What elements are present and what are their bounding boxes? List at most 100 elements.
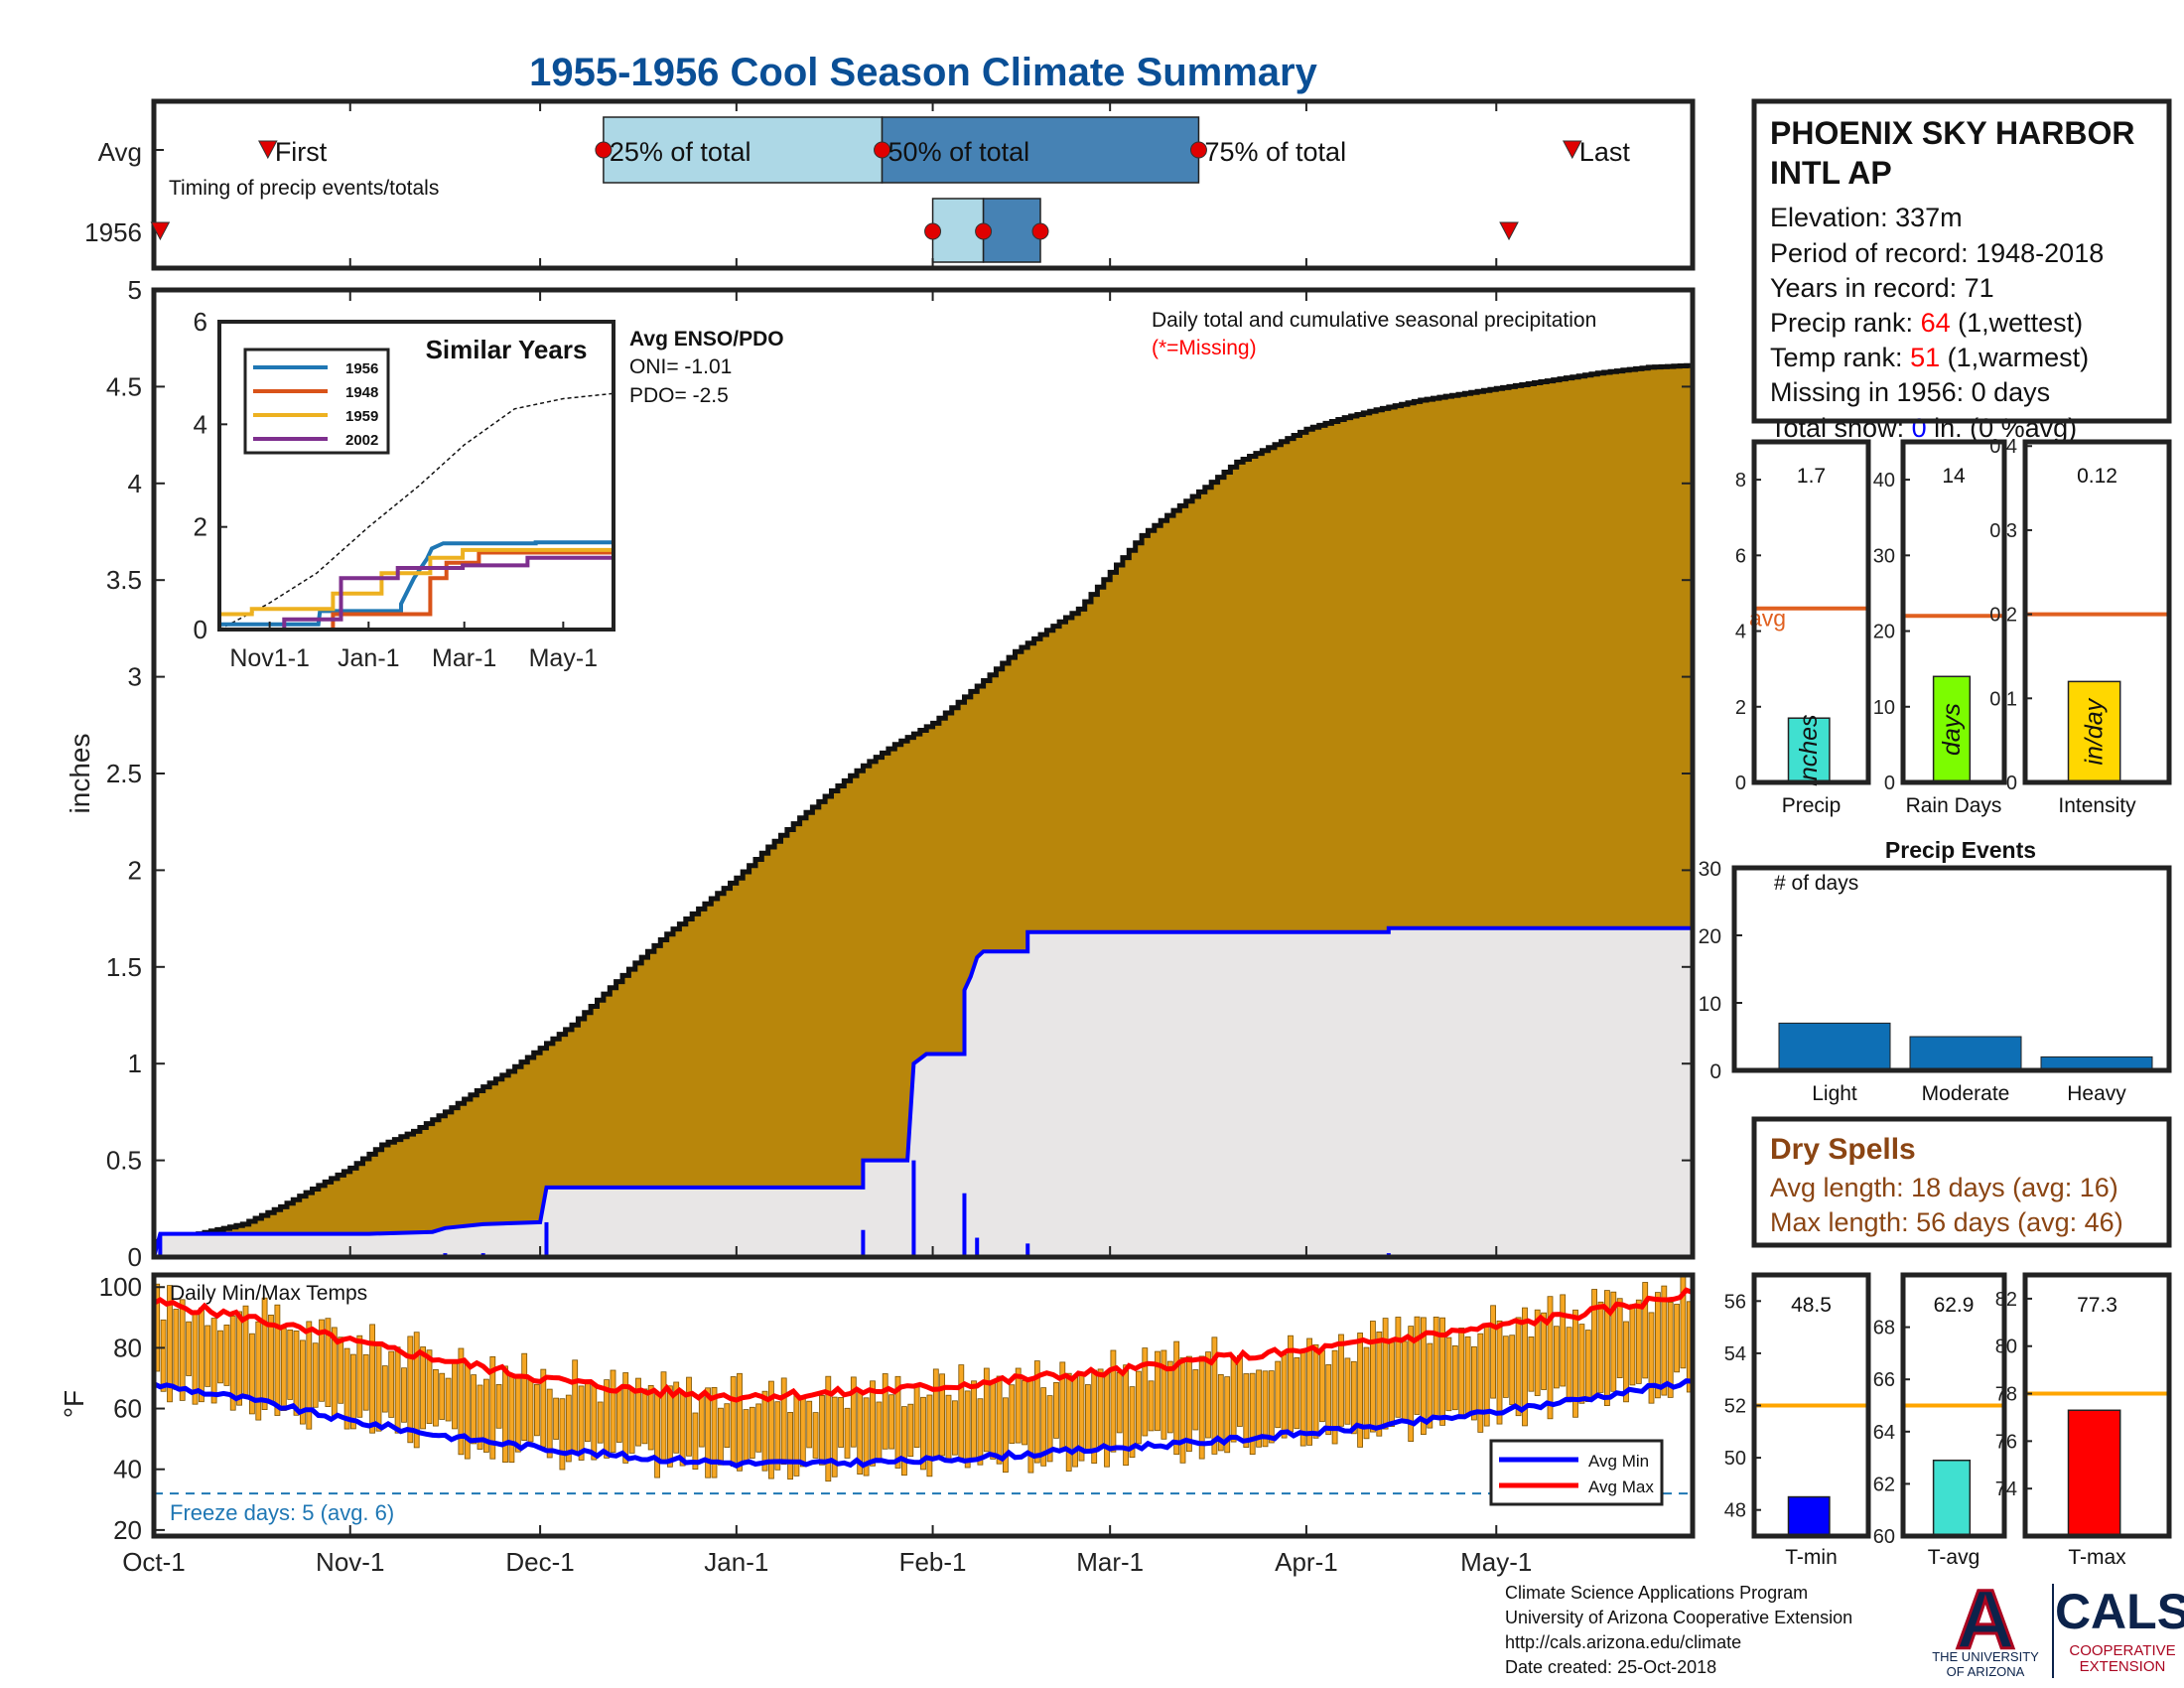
precip-note: Daily total and cumulative seasonal prec… xyxy=(1152,309,1596,332)
date-tick-label: Dec-1 xyxy=(505,1547,574,1577)
temp-summary-ytick-label: 68 xyxy=(1873,1318,1895,1339)
temp-rank: Temp rank: 51 (1,warmest) xyxy=(1770,343,2089,372)
precip-ytick-label: 3.5 xyxy=(106,565,142,595)
temp-day-bar xyxy=(945,1394,952,1461)
events-title: Precip Events xyxy=(1885,837,2036,863)
temp-day-bar xyxy=(1541,1312,1547,1390)
temp-day-bar xyxy=(730,1376,737,1467)
temp-summary-ytick-label: 66 xyxy=(1873,1369,1895,1391)
summary-panel-intensity: in/day 0.12 0 0.1 0.2 0.3 0.4 Intensity xyxy=(1989,436,2172,817)
temp-day-bar xyxy=(1033,1360,1040,1464)
temp-day-bar xyxy=(1382,1318,1389,1430)
date-tick-label: Nov-1 xyxy=(316,1547,384,1577)
temp-day-bar xyxy=(787,1412,793,1480)
cals-logo: CALS COOPERATIVE EXTENSION xyxy=(2055,1584,2184,1675)
last-label: Last xyxy=(1579,137,1631,167)
temp-day-bar xyxy=(952,1400,958,1456)
temp-day-bar xyxy=(1275,1360,1282,1429)
temp-day-bar xyxy=(1566,1327,1572,1403)
temp-day-bar xyxy=(274,1304,281,1416)
temp-day-bar xyxy=(1389,1341,1395,1428)
temp-day-bar xyxy=(527,1377,534,1443)
footer: Climate Science Applications Program Uni… xyxy=(1505,1583,1852,1677)
temp-legend xyxy=(1489,1439,1664,1506)
temp-day-bar xyxy=(1464,1336,1471,1415)
temp-day-bar xyxy=(388,1350,395,1418)
temp-day-bar xyxy=(1312,1343,1319,1439)
temp-day-bar xyxy=(1166,1360,1173,1434)
avg-25-marker xyxy=(595,141,613,159)
temp-y-label: °F xyxy=(59,1390,89,1418)
temp-day-bar xyxy=(572,1359,579,1453)
temp-day-bar xyxy=(1648,1312,1655,1404)
panel-frame xyxy=(1900,1272,2007,1539)
temp-day-bar xyxy=(1509,1335,1516,1406)
station-years: Years in record: 71 xyxy=(1770,273,1994,303)
precip-ytick-label: 1.5 xyxy=(106,952,142,982)
temp-day-bar xyxy=(711,1387,718,1478)
temp-day-bar xyxy=(667,1385,673,1468)
temp-summary-bar xyxy=(1932,1459,1972,1537)
temp-day-bar xyxy=(521,1352,528,1441)
temp-summary-ytick-label: 82 xyxy=(1995,1289,2017,1311)
temp-day-bar xyxy=(578,1385,585,1461)
temp-day-bar xyxy=(452,1359,458,1430)
date-tick-label: Mar-1 xyxy=(1076,1547,1144,1577)
temp-day-bar xyxy=(495,1384,502,1429)
temp-day-bar xyxy=(502,1365,508,1464)
summary-value-label: 1.7 xyxy=(1797,465,1826,488)
temp-day-bar xyxy=(825,1375,832,1482)
temp-day-bar xyxy=(420,1346,427,1430)
temp-day-bar xyxy=(319,1319,325,1402)
temp-summary-ytick-label: 76 xyxy=(1995,1431,2017,1453)
temp-ytick-label: 100 xyxy=(99,1272,142,1302)
temp-day-bar xyxy=(1217,1374,1224,1452)
temp-day-bar xyxy=(1306,1337,1312,1446)
temp-day-bar xyxy=(362,1353,369,1411)
inset-ytick-label: 6 xyxy=(194,307,207,337)
temp-day-bar xyxy=(325,1318,332,1407)
events-bars: Light Moderate Heavy 0 10 20 30 xyxy=(1699,858,2153,1105)
station-name-2: INTL AP xyxy=(1770,155,1892,191)
temp-summary-ytick-label: 54 xyxy=(1724,1343,1746,1365)
temp-day-bar xyxy=(591,1383,598,1461)
inset-legend-label: 1948 xyxy=(345,384,378,401)
temp-day-bar xyxy=(1629,1304,1636,1386)
avg-cumulative-line xyxy=(154,362,1696,1244)
temp-day-bar xyxy=(293,1331,300,1416)
summary-ytick-label: 0 xyxy=(1884,773,1895,794)
temp-day-bar xyxy=(565,1394,572,1463)
temp-day-bar xyxy=(287,1330,294,1400)
temp-day-bar xyxy=(1243,1373,1250,1448)
station-name-1: PHOENIX SKY HARBOR xyxy=(1770,115,2134,151)
temp-day-bar xyxy=(1294,1357,1300,1430)
date-tick-label: Jan-1 xyxy=(704,1547,768,1577)
year-last-marker xyxy=(1499,221,1519,241)
panel-frame xyxy=(2022,439,2172,785)
logos: A THE UNIVERSITY OF ARIZONA CALS COOPERA… xyxy=(1932,1572,2184,1680)
event-bar-light xyxy=(1778,1022,1891,1071)
summary-ytick-label: 30 xyxy=(1873,545,1895,567)
temp-day-bar xyxy=(1142,1347,1149,1437)
avg-50-75-box xyxy=(881,116,1200,184)
temp-day-bar xyxy=(1237,1354,1243,1427)
temp-day-bar xyxy=(1547,1296,1554,1420)
temp-day-bar xyxy=(458,1347,465,1456)
temp-day-bar xyxy=(1256,1369,1262,1448)
temp-day-bar xyxy=(1572,1309,1578,1418)
temp-day-bar xyxy=(1268,1370,1275,1444)
temp-day-bar xyxy=(167,1285,173,1403)
temp-day-bar xyxy=(1053,1382,1059,1439)
temp-day-bar xyxy=(615,1389,622,1443)
temp-day-bar xyxy=(1325,1364,1332,1436)
temp-day-bar xyxy=(913,1383,920,1449)
temp-day-bar xyxy=(971,1380,977,1460)
precip-ytick-label: 0 xyxy=(128,1242,142,1272)
temp-day-bar xyxy=(1458,1328,1465,1417)
precip-frame xyxy=(151,287,1696,1260)
temp-day-bar xyxy=(983,1367,990,1453)
temp-day-bar xyxy=(1350,1360,1357,1435)
temp-day-bar xyxy=(1155,1350,1160,1432)
temp-day-bar xyxy=(559,1398,566,1471)
temp-day-bar xyxy=(1173,1340,1180,1456)
